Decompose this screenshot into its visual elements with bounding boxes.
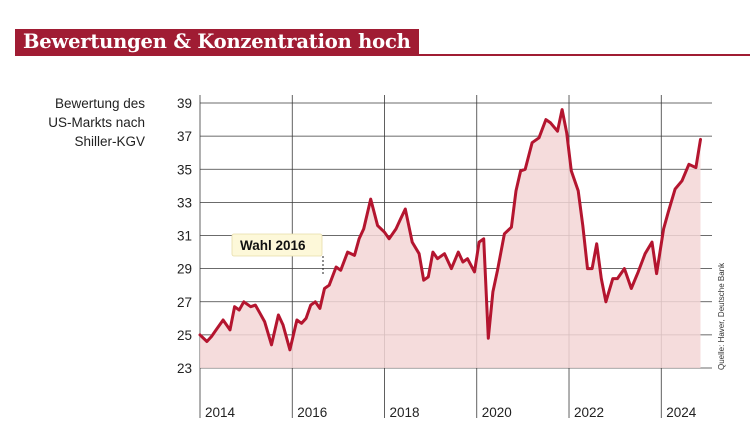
series-area	[200, 109, 701, 368]
y-axis: 23 25 27 29 31 33 35 37 39	[177, 96, 192, 376]
x-tick-label: 2020	[482, 405, 512, 420]
annotation-box	[231, 233, 323, 257]
y-tick-label: 37	[177, 129, 192, 144]
y-axis-label-line: Shiller-KGV	[74, 134, 145, 149]
x-tick-label: 2016	[297, 405, 327, 420]
title-bar: Bewertungen & Konzentration hoch	[15, 29, 419, 55]
title-rule	[15, 54, 750, 56]
source-note: Quelle: Haver, Deutsche Bank	[717, 262, 726, 370]
y-tick-label: 39	[177, 96, 192, 111]
x-tick-label: 2014	[205, 405, 236, 420]
y-tick-label: 35	[177, 162, 192, 177]
x-axis: 2014 2016 2018 2020 2022 2024	[205, 405, 697, 420]
chart-title: Bewertungen & Konzentration hoch	[23, 30, 411, 53]
x-tick-label: 2024	[666, 405, 697, 420]
annotation-label: Wahl 2016	[240, 238, 306, 253]
annotation: Wahl 2016	[231, 233, 324, 275]
y-tick-label: 33	[177, 195, 192, 210]
y-tick-label: 23	[177, 361, 192, 376]
y-axis-label-line: US-Markts nach	[48, 115, 145, 130]
y-axis-label-line: Bewertung des	[54, 96, 145, 111]
y-tick-label: 31	[177, 229, 192, 244]
y-tick-label: 29	[177, 262, 192, 277]
x-tick-label: 2018	[390, 405, 420, 420]
y-axis-label: Bewertung des US-Markts nach Shiller-KGV	[20, 94, 145, 151]
y-tick-label: 25	[177, 328, 192, 343]
series-line	[198, 108, 702, 352]
x-tick-label: 2022	[574, 405, 604, 420]
y-tick-label: 27	[177, 295, 192, 310]
